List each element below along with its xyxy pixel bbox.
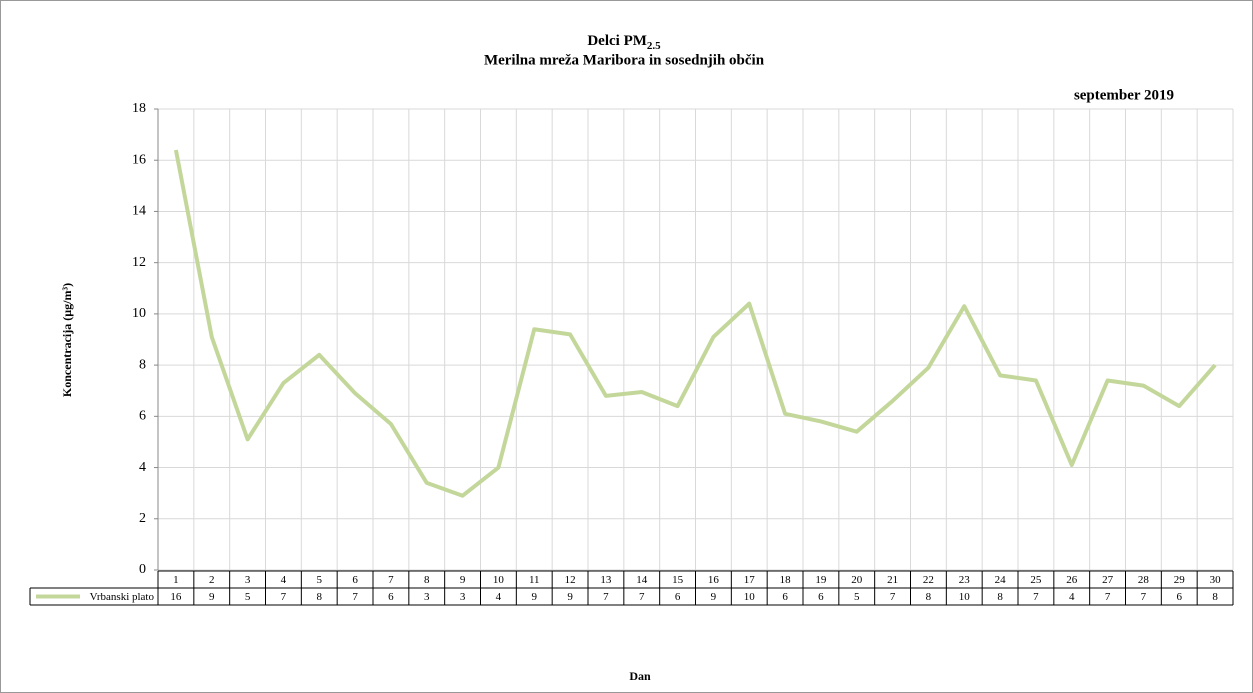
data-table-value: 8 <box>317 591 323 603</box>
data-table-value: 4 <box>496 591 502 603</box>
x-tick-label: 23 <box>959 574 971 586</box>
x-tick-label: 11 <box>529 574 540 586</box>
data-line <box>173 149 1217 498</box>
data-table-value: 5 <box>245 591 251 603</box>
data-table-value: 8 <box>1212 591 1218 603</box>
data-table-value: 6 <box>1177 591 1183 603</box>
data-table-value: 7 <box>1141 591 1147 603</box>
title-subscript: 2.5 <box>647 40 661 52</box>
x-tick-label: 7 <box>388 574 394 586</box>
data-table-value: 9 <box>711 591 717 603</box>
data-table-value: 10 <box>959 591 971 603</box>
legend-label: Vrbanski plato <box>90 591 155 603</box>
data-table-value: 9 <box>209 591 215 603</box>
x-tick-label: 12 <box>565 574 576 586</box>
data-table-value: 6 <box>388 591 394 603</box>
period-label: september 2019 <box>1074 87 1174 103</box>
x-axis-label: Dan <box>629 669 651 683</box>
x-tick-label: 6 <box>352 574 358 586</box>
data-table-value: 16 <box>170 591 182 603</box>
x-tick-label: 19 <box>815 574 827 586</box>
data-table-value: 9 <box>567 591 573 603</box>
y-axis-label: Koncentracija (µg/m³) <box>60 283 74 397</box>
x-tick-label: 20 <box>851 574 863 586</box>
data-table-value: 8 <box>926 591 932 603</box>
y-tick-label: 6 <box>139 409 146 424</box>
data-table-value: 10 <box>744 591 756 603</box>
data-table-value: 7 <box>1033 591 1039 603</box>
x-tick-label: 30 <box>1210 574 1222 586</box>
x-tick-label: 9 <box>460 574 466 586</box>
data-table-value: 6 <box>675 591 681 603</box>
title-main: Delci PM <box>587 33 647 49</box>
y-tick-label: 10 <box>132 306 146 321</box>
x-tick-label: 8 <box>424 574 430 586</box>
x-tick-label: 21 <box>887 574 898 586</box>
data-table-value: 6 <box>818 591 824 603</box>
data-table-value: 9 <box>532 591 538 603</box>
x-tick-label: 13 <box>600 574 612 586</box>
x-tick-label: 3 <box>245 574 251 586</box>
x-tick-label: 25 <box>1030 574 1042 586</box>
x-tick-label: 27 <box>1102 574 1114 586</box>
x-tick-label: 24 <box>995 574 1007 586</box>
data-table-value: 7 <box>352 591 358 603</box>
x-tick-label: 14 <box>636 574 648 586</box>
data-table-value: 8 <box>997 591 1003 603</box>
x-tick-label: 5 <box>317 574 323 586</box>
y-tick-label: 0 <box>139 562 146 577</box>
data-table-value: 3 <box>424 591 430 603</box>
x-tick-label: 16 <box>708 574 720 586</box>
data-table-value: 7 <box>639 591 645 603</box>
chart-title: Delci PM2.5 <box>587 33 661 51</box>
y-tick-label: 2 <box>139 511 146 526</box>
x-tick-label: 29 <box>1174 574 1186 586</box>
data-table-value: 5 <box>854 591 860 603</box>
data-table-value: 6 <box>782 591 788 603</box>
x-tick-label: 26 <box>1066 574 1078 586</box>
y-tick-label: 4 <box>139 460 146 475</box>
x-tick-label: 1 <box>173 574 179 586</box>
x-tick-label: 28 <box>1138 574 1150 586</box>
data-table-value: 4 <box>1069 591 1075 603</box>
x-tick-label: 4 <box>281 574 287 586</box>
x-tick-label: 18 <box>780 574 792 586</box>
data-table-value: 7 <box>1105 591 1111 603</box>
y-tick-label: 16 <box>132 152 146 167</box>
y-tick-label: 8 <box>139 357 146 372</box>
x-tick-label: 17 <box>744 574 756 586</box>
data-table-value: 7 <box>890 591 896 603</box>
data-table-value: 7 <box>603 591 609 603</box>
data-table-value: 7 <box>281 591 287 603</box>
y-tick-label: 12 <box>132 255 146 270</box>
chart-subtitle: Merilna mreža Maribora in sosednjih obči… <box>484 52 765 68</box>
x-tick-label: 2 <box>209 574 215 586</box>
x-tick-label: 15 <box>672 574 684 586</box>
x-tick-label: 10 <box>493 574 505 586</box>
y-tick-label: 14 <box>132 204 146 219</box>
y-tick-label: 18 <box>132 101 146 116</box>
data-table-value: 3 <box>460 591 466 603</box>
x-tick-label: 22 <box>923 574 934 586</box>
